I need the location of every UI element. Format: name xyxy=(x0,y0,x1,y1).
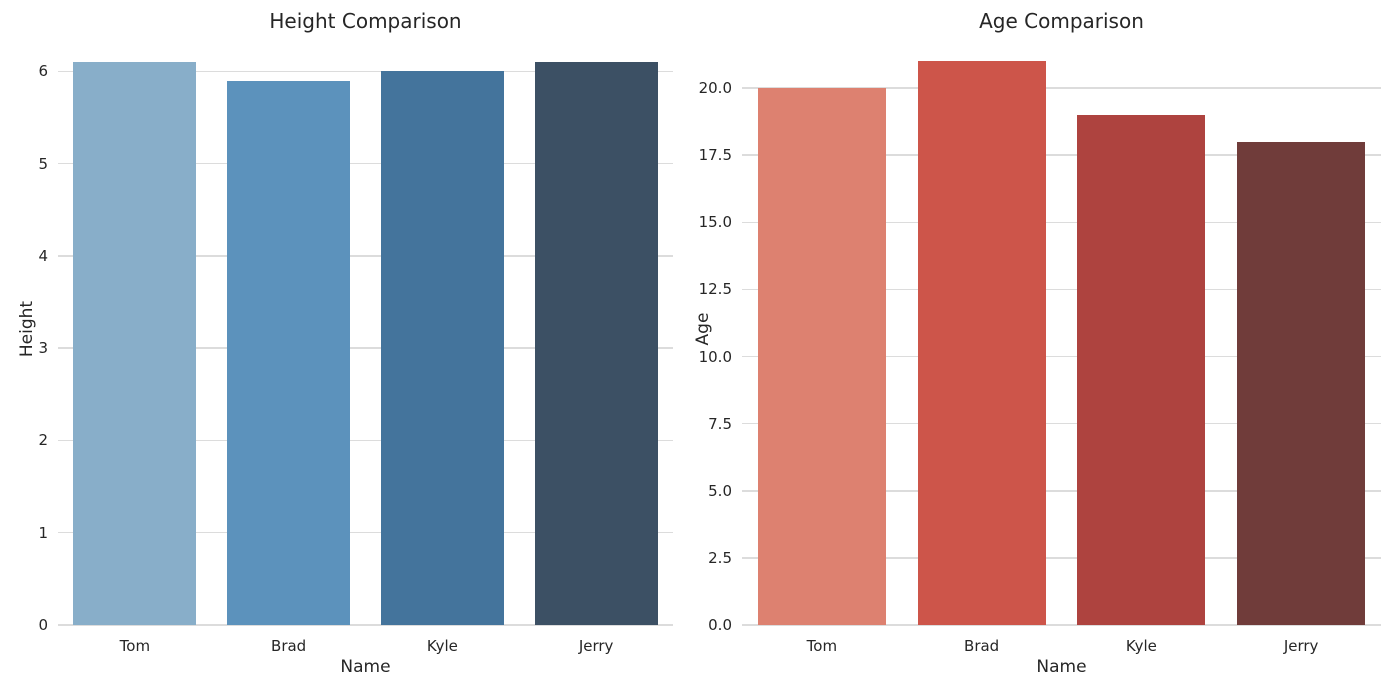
y-tick-label: 10.0 xyxy=(698,347,732,366)
y-tick-label: 20.0 xyxy=(698,79,732,98)
x-tick-label: Jerry xyxy=(578,637,614,655)
y-tick-label: 17.5 xyxy=(698,146,732,165)
y-tick-label: 6 xyxy=(38,62,48,81)
gridline xyxy=(742,221,1381,224)
x-tick-label: Kyle xyxy=(1125,637,1157,655)
y-tick-label: 12.5 xyxy=(698,280,732,299)
bar-tom xyxy=(73,62,197,625)
y-tick-label: 0 xyxy=(38,616,48,634)
x-tick-label: Jerry xyxy=(1283,637,1319,655)
gridline xyxy=(742,288,1381,291)
gridline xyxy=(58,439,673,442)
gridline xyxy=(742,355,1381,358)
gridline xyxy=(742,557,1381,559)
chart-title-age: Age Comparison xyxy=(979,9,1144,33)
chart-title-height: Height Comparison xyxy=(269,9,462,33)
bar-brad xyxy=(917,61,1046,625)
gridline xyxy=(58,70,673,73)
bar-tom xyxy=(757,88,886,625)
y-tick-label: 3 xyxy=(38,339,48,358)
y-tick-label: 1 xyxy=(38,523,48,542)
y-tick-label: 7.5 xyxy=(708,414,732,433)
gridline xyxy=(742,422,1381,425)
y-tick-label: 2 xyxy=(38,431,48,450)
bar-jerry xyxy=(534,62,658,625)
x-axis-label-age: Name xyxy=(1036,657,1087,677)
gridline xyxy=(58,255,673,257)
y-tick-label: 0.0 xyxy=(708,616,732,634)
gridline xyxy=(58,347,673,349)
x-tick-label: Kyle xyxy=(426,637,458,655)
y-tick-label: 5 xyxy=(38,154,48,173)
gridline xyxy=(742,154,1381,156)
y-tick-label: 5.0 xyxy=(708,481,732,500)
bar-jerry xyxy=(1237,141,1366,625)
x-tick-label: Brad xyxy=(271,637,307,655)
gridline xyxy=(58,531,673,534)
x-tick-label: Tom xyxy=(119,637,151,655)
y-tick-label: 4 xyxy=(38,246,48,265)
y-axis-label-height: Height xyxy=(17,300,37,358)
gridline xyxy=(58,624,673,626)
gridline xyxy=(58,162,673,165)
gridline xyxy=(742,87,1381,89)
gridline xyxy=(742,624,1381,626)
y-tick-label: 15.0 xyxy=(698,213,732,232)
y-tick-label: 2.5 xyxy=(708,548,732,567)
x-tick-label: Tom xyxy=(806,637,838,655)
bar-kyle xyxy=(1077,114,1206,625)
bar-kyle xyxy=(380,71,504,625)
plot-area-height xyxy=(58,34,673,626)
plot-area-age xyxy=(742,33,1381,626)
x-tick-label: Brad xyxy=(964,637,1000,655)
x-axis-label-height: Name xyxy=(340,657,391,677)
gridline xyxy=(742,490,1381,492)
bar-brad xyxy=(227,80,351,625)
